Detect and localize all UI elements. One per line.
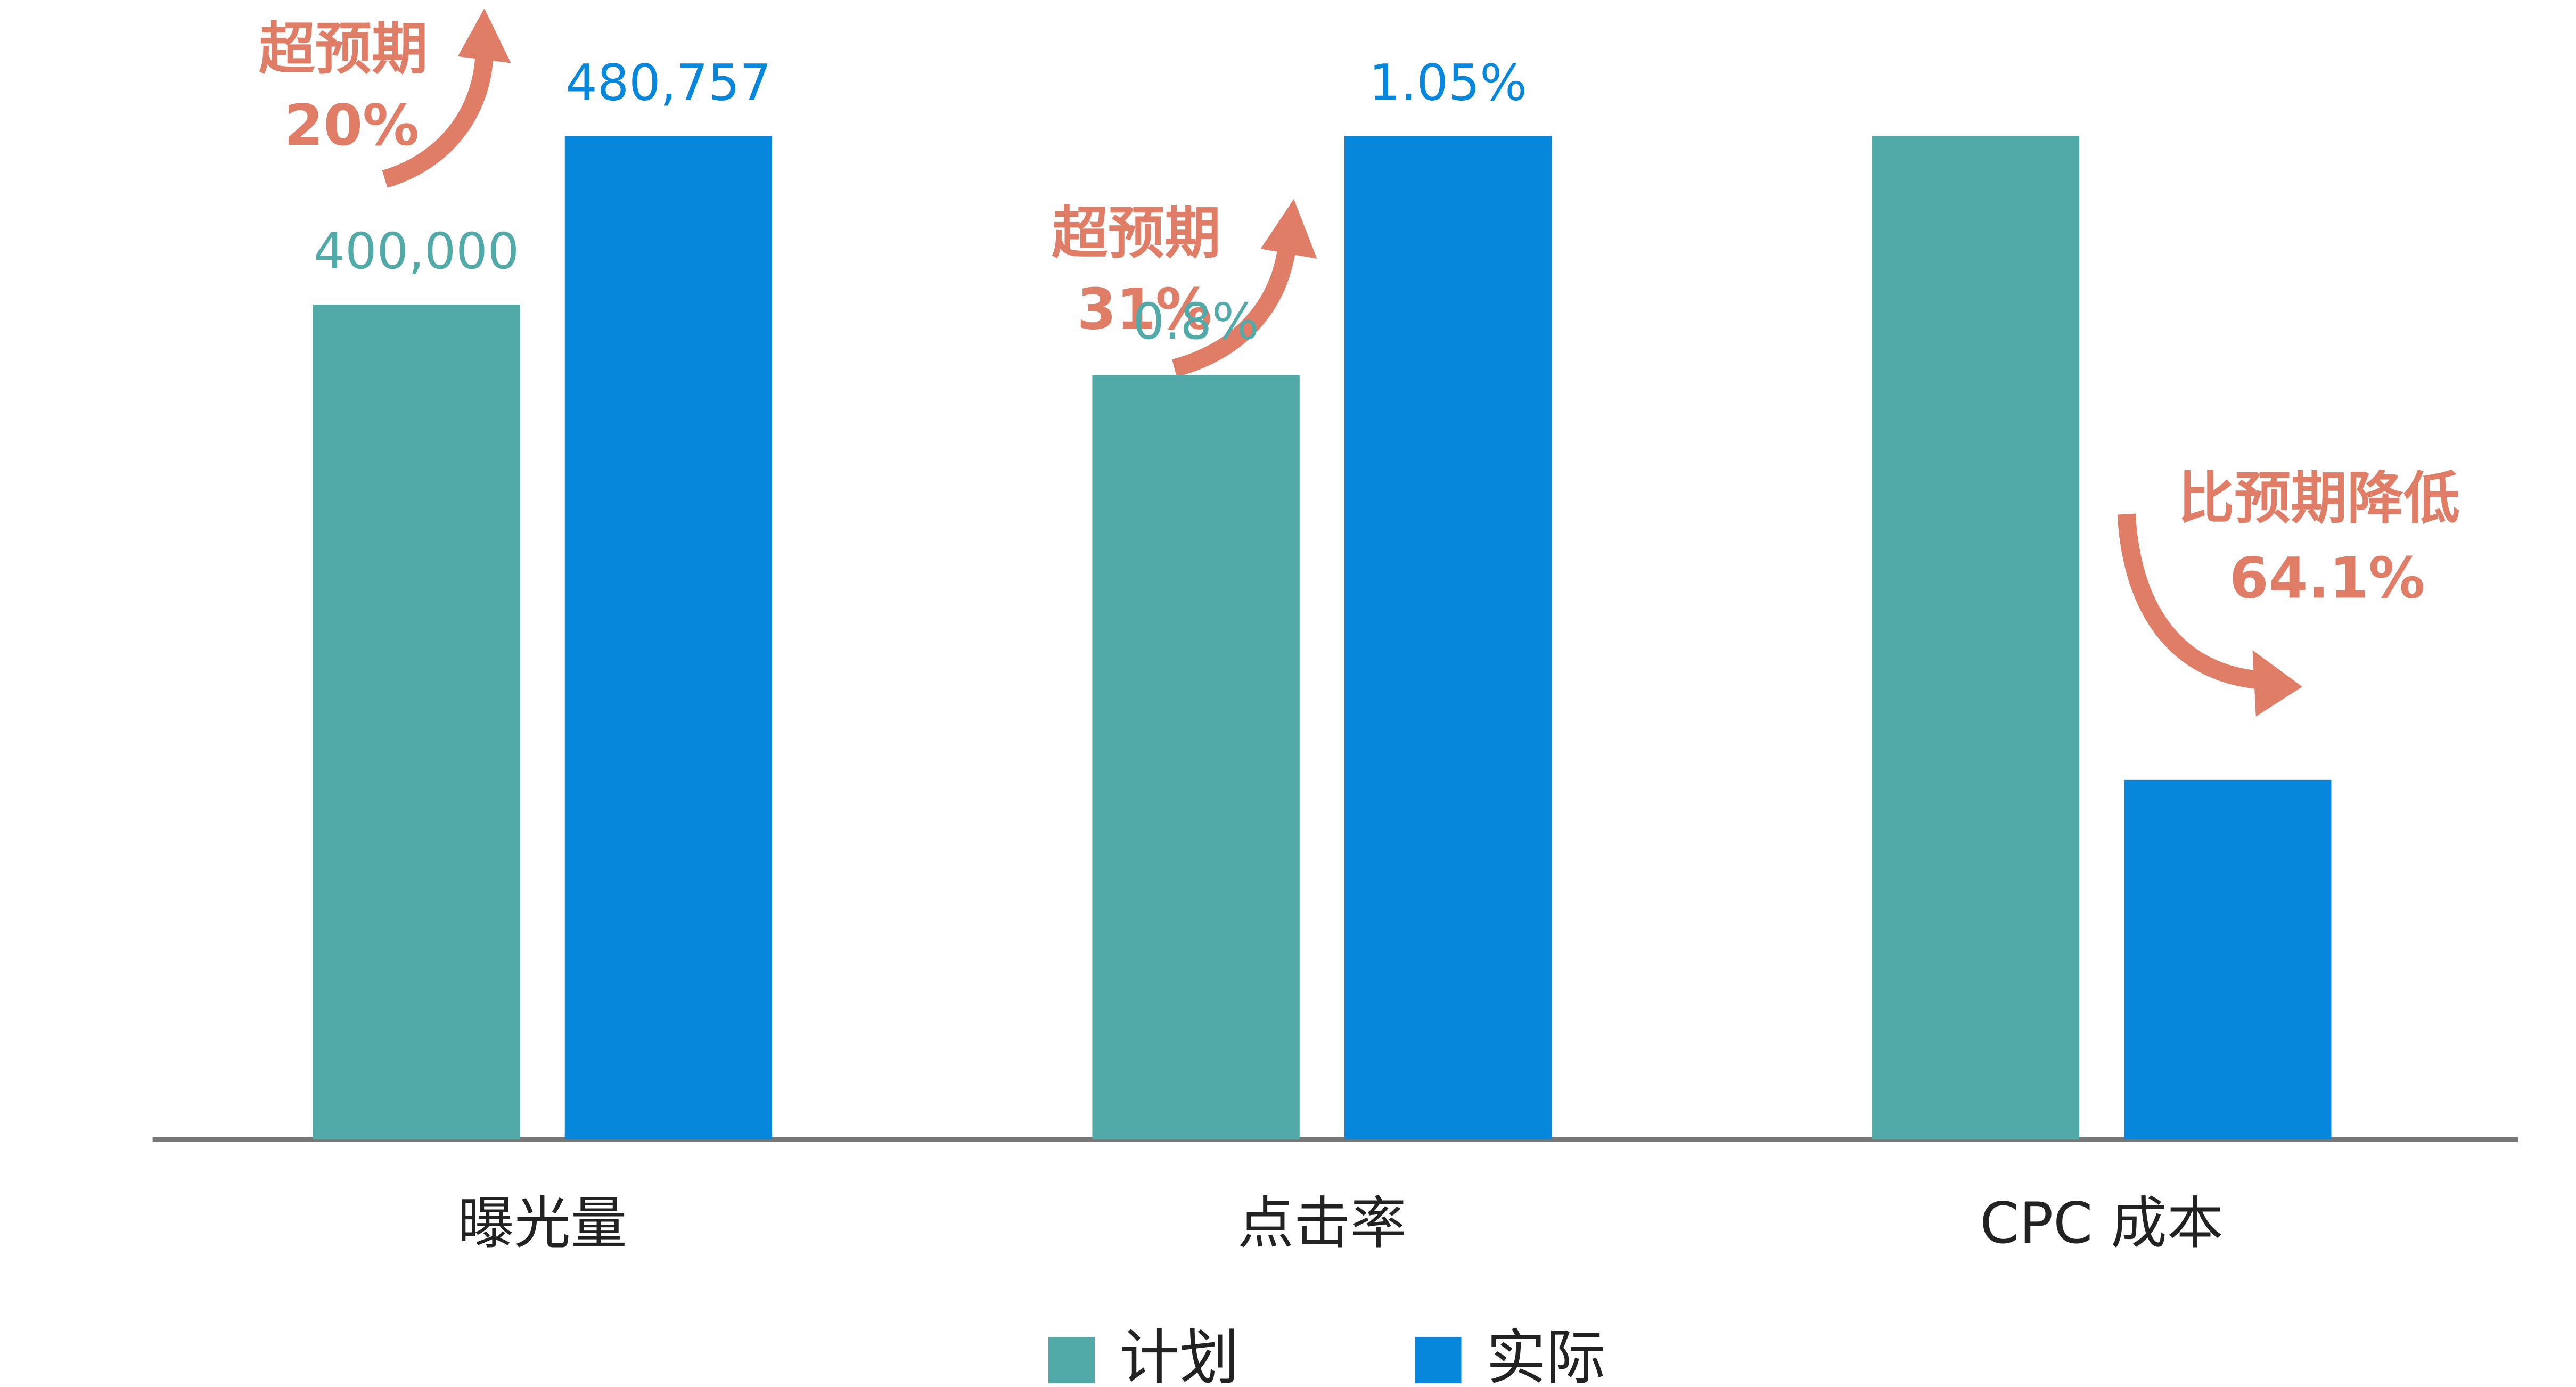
value-label: 480,757 [565,54,771,112]
arrow [1172,244,1297,377]
x-tick-label: 点击率 [1237,1191,1407,1256]
bar [564,136,773,1140]
bar [1872,136,2079,1140]
value-label: 400,000 [314,223,519,281]
annotation-text: 超预期 [259,16,428,81]
value-label: 1.05% [1369,54,1527,112]
annotation-text: 比预期降低 [2178,466,2460,531]
annotation-arrows [382,50,2260,690]
bar [1092,375,1300,1140]
x-tick-label: CPC 成本 [1980,1191,2223,1256]
legend-swatch [1415,1336,1462,1384]
arrow-head [1260,199,1317,259]
bar [313,305,520,1140]
arrow-heads [457,8,2302,717]
legend-label: 计划 [1120,1323,1239,1387]
bar [2124,779,2332,1140]
arrow-head [457,8,511,63]
x-tick-label: 曝光量 [458,1191,627,1256]
value-label: 0.8% [1133,293,1259,351]
annotation-text: 超预期 [1052,200,1221,266]
arrow [2117,513,2260,690]
annotation-value: 20% [284,93,420,158]
annotation-value: 64.1% [2229,545,2425,611]
legend-swatch [1048,1336,1095,1384]
arrow [382,50,494,188]
annotation-value: 31% [1077,277,1212,342]
legend-label: 实际 [1486,1323,1605,1387]
bar [1344,136,1552,1140]
arrow-head [2252,650,2302,717]
